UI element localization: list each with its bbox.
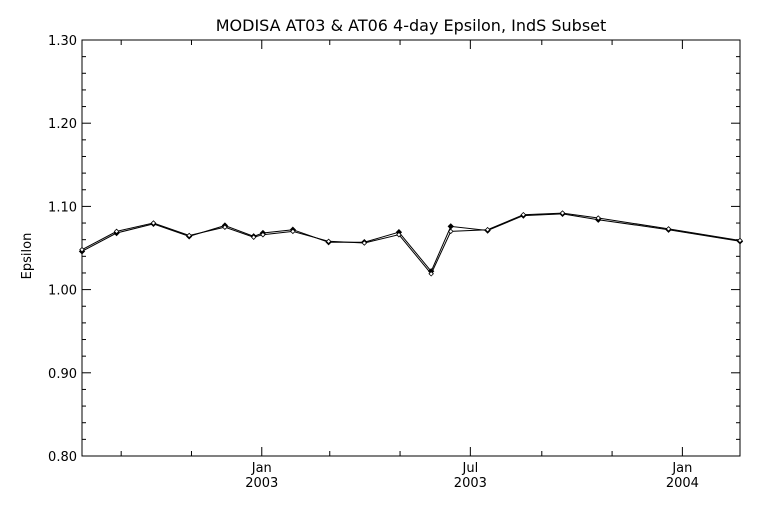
plot-frame [81, 39, 741, 457]
series-2-point [290, 228, 296, 235]
series-2-point [396, 231, 402, 238]
series-2-point [150, 220, 157, 226]
x-tick-year-label: 2003 [245, 476, 278, 491]
series-2-point [447, 228, 454, 235]
x-tick-month-label: Jan [251, 461, 272, 476]
x-tick-year-label: 2003 [454, 476, 487, 491]
series-2-point [361, 240, 368, 246]
series-2-point [79, 246, 85, 253]
series-2-point [250, 234, 257, 240]
series-2-point [260, 231, 266, 238]
y-tick-label: 0.90 [48, 367, 77, 382]
series-2-point [428, 271, 434, 277]
series-2-point [520, 211, 527, 218]
chart-title: MODISA AT03 & AT06 4-day Epsilon, IndS S… [216, 16, 607, 35]
y-tick-label: 1.00 [48, 284, 77, 299]
y-tick-label: 1.10 [48, 200, 77, 215]
series-2-point [737, 237, 743, 244]
series-2-point [186, 232, 192, 239]
y-tick-label: 1.30 [48, 34, 77, 49]
series-2-point [222, 224, 228, 230]
series-2-point [665, 226, 672, 232]
series-2-point [484, 226, 491, 233]
y-axis-label: Epsilon [20, 233, 35, 280]
series-markers [78, 210, 744, 277]
y-tick-label: 0.80 [48, 450, 77, 465]
axis-ticks: 0.800.901.001.101.201.30Jan2003Jul2003Ja… [48, 34, 740, 491]
series-1-point [447, 223, 454, 230]
series-2-point [325, 238, 332, 245]
x-tick-month-label: Jul [462, 461, 479, 476]
series-2-point [559, 210, 566, 216]
y-tick-label: 1.20 [48, 117, 77, 132]
series-lines [81, 212, 741, 275]
x-tick-year-label: 2004 [666, 476, 699, 491]
series-1-line [81, 213, 741, 273]
series-2-point [113, 228, 120, 235]
series-2-point [595, 215, 602, 221]
series-2-line [81, 212, 741, 275]
x-tick-month-label: Jan [671, 461, 692, 476]
